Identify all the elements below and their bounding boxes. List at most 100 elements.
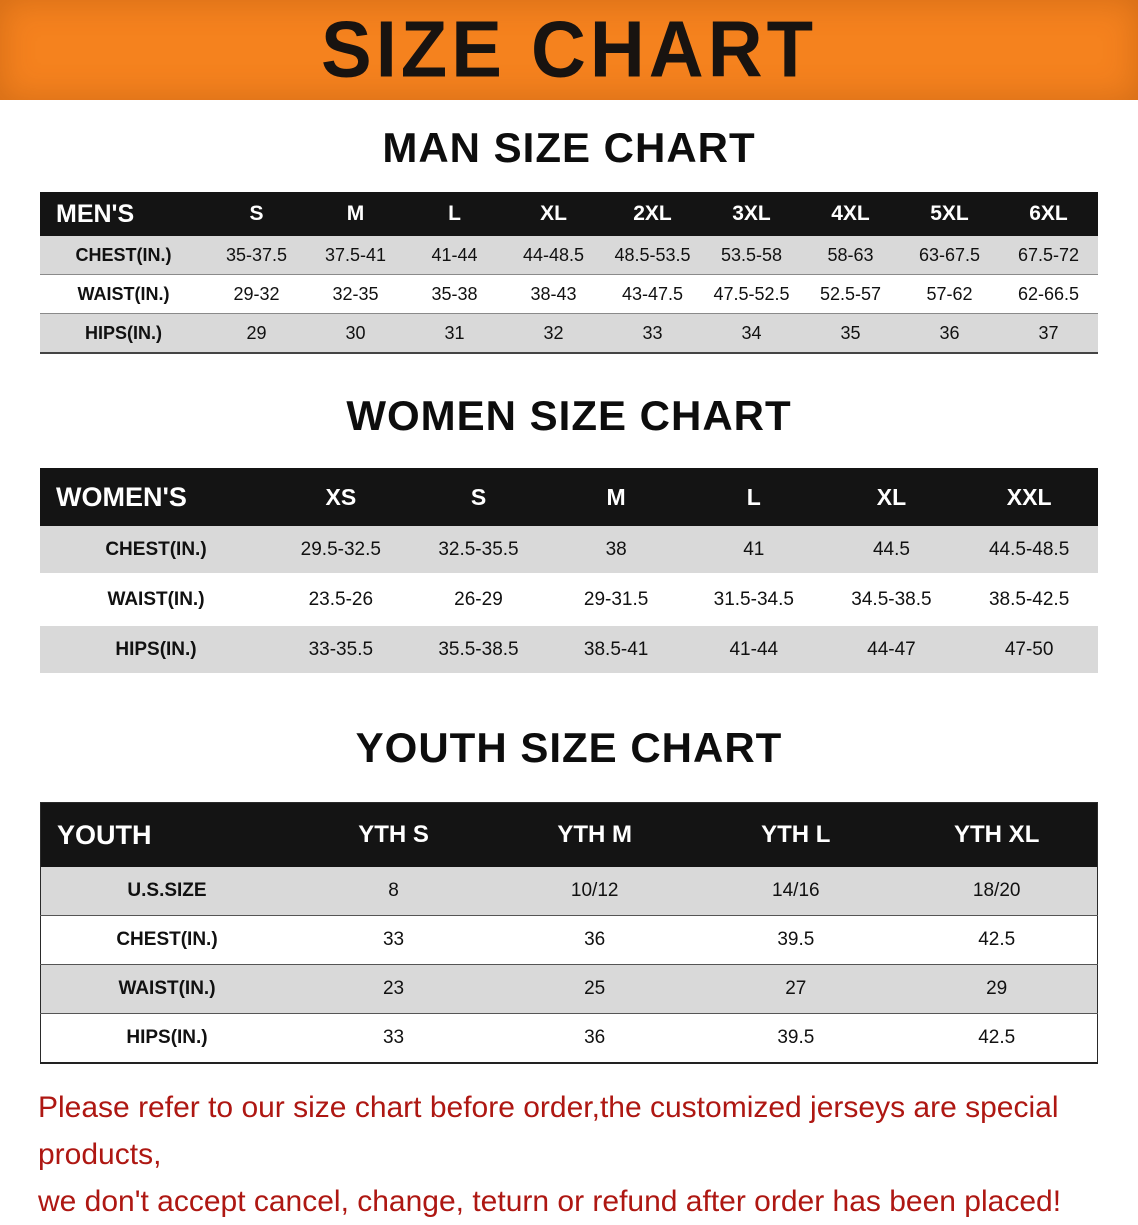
footer-note-line1: Please refer to our size chart before or…	[38, 1091, 1059, 1171]
size-header-cell: M	[547, 468, 685, 526]
size-value-cell: 32	[504, 313, 603, 353]
size-value-cell: 39.5	[695, 1013, 897, 1063]
size-value-cell: 29	[207, 313, 306, 353]
size-value-cell: 23	[293, 964, 495, 1014]
size-value-cell: 67.5-72	[999, 236, 1098, 275]
row-label: CHEST(IN.)	[40, 526, 272, 575]
size-value-cell: 39.5	[695, 915, 897, 965]
men-corner-label: MEN'S	[40, 192, 207, 236]
size-value-cell: 29-31.5	[547, 574, 685, 625]
table-row: CHEST(IN.) 35-37.5 37.5-41 41-44 44-48.5…	[40, 236, 1098, 275]
table-row: U.S.SIZE 8 10/12 14/16 18/20	[40, 867, 1098, 916]
size-value-cell: 36	[494, 915, 696, 965]
size-value-cell: 42.5	[896, 1013, 1098, 1063]
banner-title: SIZE CHART	[321, 4, 817, 95]
size-value-cell: 47-50	[960, 624, 1098, 675]
size-header-cell: XS	[272, 468, 410, 526]
youth-header-row: YOUTH YTH S YTH M YTH L YTH XL	[40, 802, 1098, 867]
size-header-cell: M	[306, 192, 405, 236]
size-value-cell: 8	[293, 867, 495, 916]
size-value-cell: 35-37.5	[207, 236, 306, 275]
footer-note: Please refer to our size chart before or…	[0, 1084, 1138, 1225]
size-value-cell: 38-43	[504, 274, 603, 314]
table-row: WAIST(IN.) 23.5-26 26-29 29-31.5 31.5-34…	[40, 574, 1098, 625]
row-label: WAIST(IN.)	[40, 964, 293, 1014]
size-header-cell: XXL	[960, 468, 1098, 526]
size-value-cell: 42.5	[896, 915, 1098, 965]
men-section-heading: MAN SIZE CHART	[382, 124, 756, 171]
size-value-cell: 35-38	[405, 274, 504, 314]
size-value-cell: 29	[896, 964, 1098, 1014]
size-value-cell: 25	[494, 964, 696, 1014]
women-header-row: WOMEN'S XS S M L XL XXL	[40, 468, 1098, 526]
size-value-cell: 37	[999, 313, 1098, 353]
women-corner-label: WOMEN'S	[40, 468, 272, 526]
table-row: WAIST(IN.) 23 25 27 29	[40, 964, 1098, 1014]
size-value-cell: 32.5-35.5	[409, 526, 548, 575]
size-value-cell: 58-63	[801, 236, 900, 275]
men-header-row: MEN'S S M L XL 2XL 3XL 4XL 5XL 6XL	[40, 192, 1098, 236]
size-header-cell: 2XL	[603, 192, 702, 236]
size-value-cell: 33-35.5	[272, 624, 410, 675]
size-value-cell: 27	[695, 964, 897, 1014]
size-header-cell: L	[684, 468, 823, 526]
size-value-cell: 38.5-41	[547, 624, 685, 675]
size-value-cell: 26-29	[409, 574, 548, 625]
size-value-cell: 41-44	[684, 624, 823, 675]
size-header-cell: S	[207, 192, 306, 236]
size-header-cell: YTH XL	[896, 802, 1098, 867]
size-value-cell: 18/20	[896, 867, 1098, 916]
size-value-cell: 23.5-26	[272, 574, 410, 625]
size-value-cell: 33	[293, 915, 495, 965]
size-value-cell: 35.5-38.5	[409, 624, 548, 675]
row-label: CHEST(IN.)	[40, 236, 207, 275]
size-value-cell: 53.5-58	[702, 236, 801, 275]
size-value-cell: 44-47	[822, 624, 961, 675]
row-label: CHEST(IN.)	[40, 915, 293, 965]
size-value-cell: 32-35	[306, 274, 405, 314]
size-value-cell: 36	[494, 1013, 696, 1063]
youth-size-table: YOUTH YTH S YTH M YTH L YTH XL U.S.SIZE …	[40, 802, 1098, 1064]
table-row: CHEST(IN.) 29.5-32.5 32.5-35.5 38 41 44.…	[40, 526, 1098, 575]
size-value-cell: 43-47.5	[603, 274, 702, 314]
size-header-cell: XL	[504, 192, 603, 236]
size-value-cell: 37.5-41	[306, 236, 405, 275]
size-value-cell: 38	[547, 526, 685, 575]
size-header-cell: YTH L	[695, 802, 897, 867]
row-label: HIPS(IN.)	[40, 1013, 293, 1063]
youth-section-heading: YOUTH SIZE CHART	[355, 724, 783, 771]
men-size-table: MEN'S S M L XL 2XL 3XL 4XL 5XL 6XL CHEST…	[40, 192, 1098, 354]
size-value-cell: 34	[702, 313, 801, 353]
size-value-cell: 29-32	[207, 274, 306, 314]
size-value-cell: 33	[603, 313, 702, 353]
size-value-cell: 30	[306, 313, 405, 353]
row-label: U.S.SIZE	[40, 867, 293, 916]
women-section-heading: WOMEN SIZE CHART	[346, 392, 792, 439]
size-header-cell: L	[405, 192, 504, 236]
size-value-cell: 29.5-32.5	[272, 526, 410, 575]
size-value-cell: 52.5-57	[801, 274, 900, 314]
size-header-cell: 3XL	[702, 192, 801, 236]
size-header-cell: YTH M	[494, 802, 696, 867]
size-value-cell: 41	[684, 526, 823, 575]
row-label: HIPS(IN.)	[40, 313, 207, 353]
row-label: WAIST(IN.)	[40, 574, 272, 625]
size-value-cell: 47.5-52.5	[702, 274, 801, 314]
table-row: WAIST(IN.) 29-32 32-35 35-38 38-43 43-47…	[40, 274, 1098, 314]
size-header-cell: 6XL	[999, 192, 1098, 236]
size-value-cell: 44.5-48.5	[960, 526, 1098, 575]
size-value-cell: 10/12	[494, 867, 696, 916]
size-header-cell: 5XL	[900, 192, 999, 236]
size-header-cell: S	[409, 468, 548, 526]
row-label: WAIST(IN.)	[40, 274, 207, 314]
size-header-cell: XL	[822, 468, 961, 526]
size-value-cell: 62-66.5	[999, 274, 1098, 314]
banner: SIZE CHART	[0, 0, 1138, 100]
size-value-cell: 34.5-38.5	[822, 574, 961, 625]
size-value-cell: 44.5	[822, 526, 961, 575]
women-size-table: WOMEN'S XS S M L XL XXL CHEST(IN.) 29.5-…	[40, 468, 1098, 676]
footer-note-line2: we don't accept cancel, change, teturn o…	[38, 1185, 1062, 1218]
size-value-cell: 31	[405, 313, 504, 353]
size-header-cell: 4XL	[801, 192, 900, 236]
